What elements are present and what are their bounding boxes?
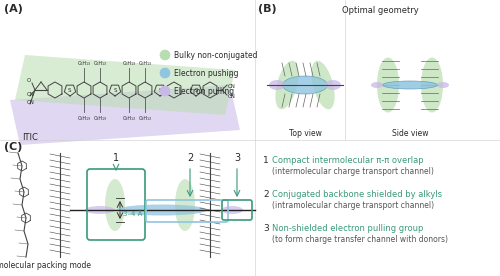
Text: Bulky non-conjugated: Bulky non-conjugated xyxy=(174,51,258,60)
Ellipse shape xyxy=(312,61,334,109)
Text: 1: 1 xyxy=(263,156,269,165)
Ellipse shape xyxy=(175,179,195,231)
Polygon shape xyxy=(15,55,235,115)
Text: O: O xyxy=(27,78,31,83)
Text: CN: CN xyxy=(228,84,236,89)
Text: Optimal geometry: Optimal geometry xyxy=(342,6,418,15)
Text: S: S xyxy=(158,89,162,94)
Text: C₆H₁₃: C₆H₁₃ xyxy=(138,61,151,66)
Text: Bimolecular packing mode: Bimolecular packing mode xyxy=(0,261,91,270)
Text: CN: CN xyxy=(27,100,35,105)
Text: O: O xyxy=(229,73,233,78)
Ellipse shape xyxy=(382,81,438,89)
Text: (intermolecular charge transport channel): (intermolecular charge transport channel… xyxy=(272,167,434,176)
Text: 3–4 Å: 3–4 Å xyxy=(123,211,142,217)
Circle shape xyxy=(160,68,170,78)
Ellipse shape xyxy=(85,206,115,214)
Text: Compact intermolecular π-π overlap: Compact intermolecular π-π overlap xyxy=(272,156,424,165)
Text: C₈H₁₉: C₈H₁₉ xyxy=(94,116,106,121)
Text: C₆H₁₃: C₆H₁₃ xyxy=(122,61,136,66)
Text: 3: 3 xyxy=(263,224,269,233)
Text: (to form charge transfer channel with donors): (to form charge transfer channel with do… xyxy=(272,235,448,244)
Ellipse shape xyxy=(221,206,243,214)
Text: S: S xyxy=(67,89,71,94)
Circle shape xyxy=(160,50,170,60)
Ellipse shape xyxy=(325,80,341,90)
Text: C₈H₁₉: C₈H₁₉ xyxy=(78,116,90,121)
Text: 3: 3 xyxy=(234,153,240,163)
Text: CN: CN xyxy=(27,92,35,97)
Text: ITIC: ITIC xyxy=(22,133,38,142)
Text: 2: 2 xyxy=(263,190,268,199)
Text: 2: 2 xyxy=(187,153,193,163)
Ellipse shape xyxy=(371,82,383,88)
Text: C₆H₁₃: C₆H₁₃ xyxy=(78,61,90,66)
Text: Conjugated backbone shielded by alkyls: Conjugated backbone shielded by alkyls xyxy=(272,190,442,199)
Ellipse shape xyxy=(437,82,449,88)
Ellipse shape xyxy=(105,179,125,231)
Text: (B): (B) xyxy=(258,4,276,14)
Ellipse shape xyxy=(377,57,399,113)
Text: 1: 1 xyxy=(113,153,119,163)
Text: CN: CN xyxy=(228,94,236,99)
Text: S: S xyxy=(194,89,198,94)
Text: Electron pushing: Electron pushing xyxy=(174,68,238,78)
Ellipse shape xyxy=(421,57,443,113)
Circle shape xyxy=(160,86,170,96)
Text: Top view: Top view xyxy=(288,129,322,138)
Text: C₈H₁₃: C₈H₁₃ xyxy=(138,116,151,121)
Text: (C): (C) xyxy=(4,142,22,152)
Text: (intramolecular charge transport channel): (intramolecular charge transport channel… xyxy=(272,201,434,210)
Text: Non-shielded electron pulling group: Non-shielded electron pulling group xyxy=(272,224,424,233)
Text: Electron pulling: Electron pulling xyxy=(174,86,234,95)
Text: C₆H₁₃: C₆H₁₃ xyxy=(94,61,106,66)
Polygon shape xyxy=(10,85,240,145)
Ellipse shape xyxy=(269,80,285,90)
Text: Side view: Side view xyxy=(392,129,428,138)
Text: (A): (A) xyxy=(4,4,23,14)
Ellipse shape xyxy=(117,205,207,216)
Text: C₈H₁₃: C₈H₁₃ xyxy=(122,116,136,121)
Ellipse shape xyxy=(282,76,328,94)
Text: S: S xyxy=(113,89,117,94)
Ellipse shape xyxy=(276,61,298,109)
